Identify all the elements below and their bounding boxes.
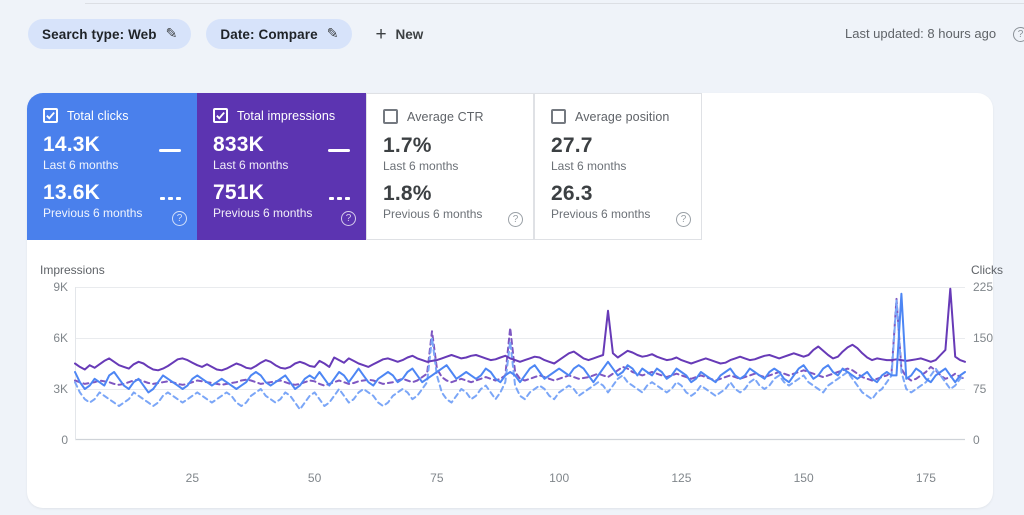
- edit-icon: ✎: [165, 25, 178, 41]
- current-value: 833K: [213, 133, 265, 156]
- metric-card-average-ctr[interactable]: Average CTR 1.7% Last 6 months 1.8% Previous…: [366, 93, 534, 240]
- solid-line-legend-icon: [328, 149, 350, 152]
- previous-caption: Previous 6 months: [43, 206, 143, 220]
- new-filter-label: New: [395, 26, 424, 42]
- card-label-row: Average CTR: [383, 109, 517, 124]
- current-caption: Last 6 months: [43, 158, 119, 172]
- left-tick-label: 3K: [53, 382, 68, 396]
- help-icon[interactable]: ?: [172, 211, 187, 226]
- solid-line-legend-icon: [159, 149, 181, 152]
- checkmark-icon: [46, 111, 55, 120]
- right-tick-label: 0: [973, 433, 980, 447]
- right-axis-title: Clicks: [971, 263, 1003, 277]
- new-filter-button[interactable]: + New: [375, 25, 423, 44]
- chart-plot-area[interactable]: [74, 287, 966, 441]
- search-type-filter-chip[interactable]: Search type: Web ✎: [28, 19, 192, 49]
- x-tick-label: 50: [307, 471, 322, 485]
- metric-card-total-clicks[interactable]: Total clicks 14.3K Last 6 months 13.6K Previ…: [27, 93, 197, 240]
- metric-cards: Total clicks 14.3K Last 6 months 13.6K Previ…: [27, 93, 993, 240]
- previous-caption: Previous 6 months: [383, 207, 483, 221]
- card-label: Average position: [575, 109, 670, 124]
- metric-card-average-position[interactable]: Average position 27.7 Last 6 months 26.3 Pre…: [534, 93, 702, 240]
- help-icon[interactable]: ?: [508, 212, 523, 227]
- dashed-line-legend-icon: [160, 197, 181, 200]
- card-label: Total impressions: [237, 108, 336, 123]
- x-tick-label: 100: [549, 471, 570, 485]
- left-axis-title: Impressions: [40, 263, 105, 277]
- dashed-line-legend-icon: [329, 197, 350, 200]
- current-value: 14.3K: [43, 133, 101, 156]
- unchecked-checkbox-icon[interactable]: [551, 109, 566, 124]
- x-tick-label: 125: [671, 471, 692, 485]
- previous-value: 13.6K: [43, 181, 101, 204]
- previous-value: 1.8%: [383, 182, 432, 205]
- card-label: Total clicks: [67, 108, 129, 123]
- card-label-row: Total clicks: [43, 108, 181, 123]
- checked-checkbox-icon[interactable]: [43, 108, 58, 123]
- impressions-last-6-months-line: [74, 287, 966, 372]
- metric-card-total-impressions[interactable]: Total impressions 833K Last 6 months 751K Pr…: [197, 93, 366, 240]
- clicks-previous-6-months-line: [74, 299, 966, 411]
- card-label-row: Average position: [551, 109, 685, 124]
- x-tick-label: 25: [185, 471, 200, 485]
- current-value: 27.7: [551, 134, 593, 157]
- x-tick-label: 150: [793, 471, 814, 485]
- left-tick-label: 6K: [53, 331, 68, 345]
- current-caption: Last 6 months: [383, 159, 459, 173]
- checked-checkbox-icon[interactable]: [213, 108, 228, 123]
- current-caption: Last 6 months: [213, 158, 289, 172]
- unchecked-checkbox-icon[interactable]: [383, 109, 398, 124]
- x-tick-label: 175: [915, 471, 936, 485]
- current-caption: Last 6 months: [551, 159, 627, 173]
- date-filter-chip[interactable]: Date: Compare ✎: [206, 19, 353, 49]
- previous-value: 751K: [213, 181, 265, 204]
- previous-value: 26.3: [551, 182, 593, 205]
- last-updated-text: Last updated: 8 hours ago: [845, 26, 997, 41]
- card-label: Average CTR: [407, 109, 484, 124]
- left-tick-label: 0: [61, 433, 68, 447]
- card-label-row: Total impressions: [213, 108, 350, 123]
- x-tick-label: 75: [430, 471, 444, 485]
- right-tick-label: 150: [973, 331, 994, 345]
- top-divider: [85, 3, 1024, 4]
- plus-icon: +: [375, 23, 387, 45]
- previous-caption: Previous 6 months: [551, 207, 651, 221]
- help-icon[interactable]: ?: [676, 212, 691, 227]
- previous-caption: Previous 6 months: [213, 206, 313, 220]
- date-chip-label: Date: Compare: [220, 26, 318, 42]
- edit-icon: ✎: [326, 25, 339, 41]
- left-tick-label: 9K: [53, 280, 68, 294]
- search-type-chip-label: Search type: Web: [42, 26, 157, 42]
- impressions-previous-6-months-line: [74, 297, 966, 387]
- right-tick-label: 225: [973, 280, 994, 294]
- clicks-last-6-months-line: [74, 292, 966, 394]
- right-tick-label: 75: [973, 382, 987, 396]
- help-icon[interactable]: ?: [1013, 27, 1024, 42]
- help-icon[interactable]: ?: [341, 211, 356, 226]
- current-value: 1.7%: [383, 134, 432, 157]
- checkmark-icon: [216, 111, 225, 120]
- filter-toolbar: Search type: Web ✎ Date: Compare ✎ + New: [28, 19, 423, 49]
- performance-panel: Total clicks 14.3K Last 6 months 13.6K Previ…: [27, 93, 1003, 508]
